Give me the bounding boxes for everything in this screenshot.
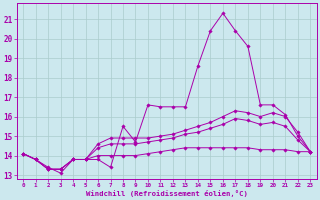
X-axis label: Windchill (Refroidissement éolien,°C): Windchill (Refroidissement éolien,°C) — [86, 190, 248, 197]
